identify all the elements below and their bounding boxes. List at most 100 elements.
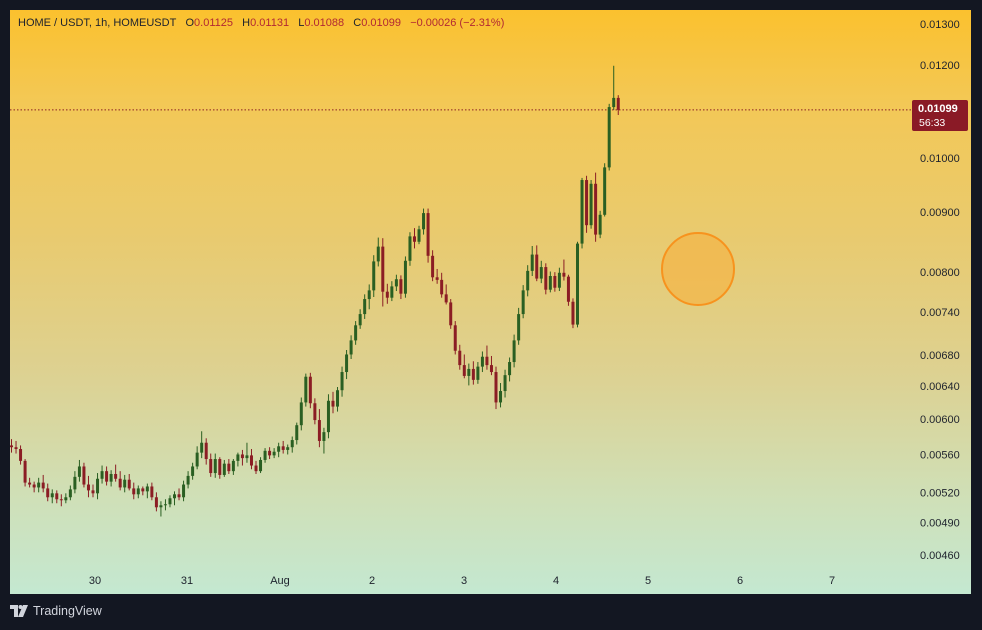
candle [37,477,41,493]
candle-body [548,276,552,290]
symbol-info[interactable]: HOME / USDT, 1h, HOMEUSDT [18,17,177,29]
candle [480,351,484,373]
candle-body [521,290,525,315]
time-tick-label: Aug [270,575,290,587]
candle [200,431,204,459]
candle-body [589,183,593,226]
candle [240,449,244,466]
candle [123,474,127,493]
candle [376,237,380,267]
candle [444,284,448,305]
candle [299,397,303,431]
candle [566,274,570,306]
candle [100,465,104,484]
candle-body [453,325,457,351]
candle-body [440,279,444,295]
candle [553,272,557,292]
candle-body [272,451,276,456]
candle-body [105,471,109,482]
price-tick-label: 0.00640 [920,381,960,393]
candle-body [535,254,539,279]
candle-body [195,452,199,467]
candle-body [77,466,81,477]
candle [326,394,330,439]
candle-body [494,372,498,403]
current-price-value: 0.01099 [918,103,958,115]
candle [526,265,530,297]
candle [209,453,213,477]
candle [580,177,584,249]
candle-body [444,294,448,303]
candle-body [571,301,575,325]
candle-body [209,459,213,474]
candle-body [168,498,172,505]
candle [86,475,90,498]
price-tick-label: 0.00900 [920,207,960,219]
candle-body [304,376,308,403]
candle-body [603,167,607,215]
candle-body [340,372,344,391]
candle-body [299,402,303,426]
candle-body [499,391,503,403]
candle [422,208,426,235]
candle [204,438,208,465]
candle [512,334,516,368]
candle-body [367,290,371,300]
candle [286,444,290,455]
candle-body [68,489,72,498]
candle-body [37,482,41,488]
candle-body [123,479,127,488]
candle-body [580,180,584,244]
candle [322,427,326,454]
price-tick-label: 0.00680 [920,350,960,362]
candle [231,459,235,475]
time-tick-label: 31 [181,575,193,587]
price-tick-label: 0.00520 [920,487,960,499]
candle-body [408,236,412,261]
candle [245,442,249,463]
candle [10,439,13,453]
candle [277,442,281,458]
price-axis[interactable]: 0.01300 0.01200 0.01000 0.00900 0.00800 0.007… [920,19,960,562]
candle [562,259,566,281]
candle [118,471,122,491]
candle-body [86,484,90,491]
time-tick-label: 7 [829,575,835,587]
candle-body [173,494,177,499]
candle-body [249,455,253,466]
ohlc-legend: HOME / USDT, 1h, HOMEUSDT O0.01125 H0.01… [18,17,504,29]
candle [268,447,272,460]
candle [114,464,118,482]
candle-body [96,478,100,494]
candle [476,362,480,384]
open-label: O [185,17,195,29]
time-axis[interactable]: 30 31 Aug 2 3 4 5 6 7 [89,575,835,587]
candle-body [308,376,312,404]
candle [403,256,407,298]
candle-body [200,442,204,453]
candle [354,321,358,345]
candle [195,446,199,470]
candle [499,383,503,408]
candle-body [55,493,59,500]
candle [222,459,226,477]
candle-body [114,473,118,479]
candlestick-chart[interactable]: 0.01300 0.01200 0.01000 0.00900 0.00800 0.007… [10,10,971,594]
highlight-marker [661,232,735,306]
candle-body [32,484,36,488]
candle-body [576,243,579,325]
candle [41,474,45,493]
candle-body [431,255,435,278]
candle [227,459,231,474]
candle [82,462,86,488]
candle [399,275,403,300]
candle [462,354,466,379]
time-tick-label: 6 [737,575,743,587]
candle [177,488,181,501]
candle-body [553,276,557,288]
candle-body [222,463,226,475]
candle-body [28,482,32,485]
candle [435,268,439,284]
chart-plot-area[interactable]: 0.01300 0.01200 0.01000 0.00900 0.00800 0.007… [10,10,971,594]
candle-body [263,450,267,460]
